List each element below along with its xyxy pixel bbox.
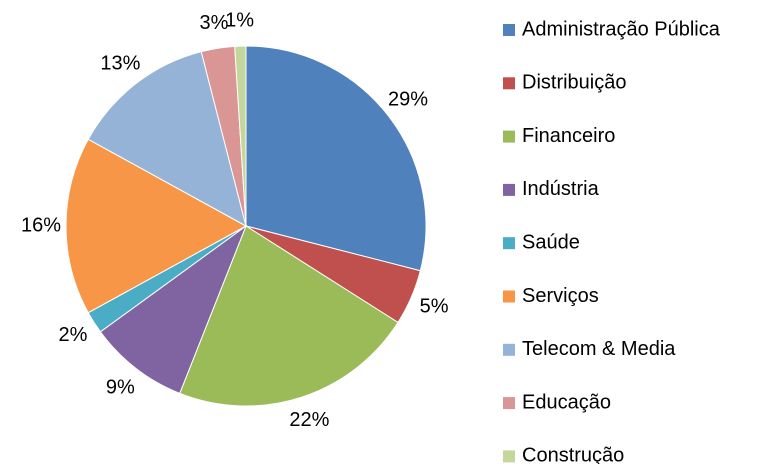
legend-swatch (503, 183, 515, 196)
pie-slice (65, 138, 248, 314)
data-label: 22% (289, 409, 329, 431)
legend-label: Indústria (522, 178, 600, 200)
data-label: 9% (106, 376, 135, 398)
pie-slice (99, 224, 248, 395)
legend-label: Educação (522, 391, 611, 413)
data-label: 2% (58, 324, 87, 346)
legend-swatch (503, 343, 515, 356)
pie-slice (179, 225, 399, 407)
pie-slice (245, 45, 427, 272)
data-label: 1% (225, 9, 254, 31)
legend-swatch (503, 237, 515, 250)
legend-label: Administração Pública (522, 18, 721, 40)
pie-slice (87, 51, 247, 227)
data-label: 29% (388, 89, 428, 111)
legend-label: Distribuição (522, 72, 626, 94)
data-label: 5% (420, 296, 449, 318)
legend-label: Telecom & Media (522, 338, 676, 360)
legend-swatch (503, 77, 515, 90)
legend-label: Construção (522, 445, 624, 464)
legend-label: Saúde (522, 231, 580, 253)
data-label: 13% (100, 52, 140, 74)
pie-slice (234, 45, 247, 227)
legend-label: Serviços (522, 285, 599, 307)
data-label: 16% (21, 214, 61, 236)
legend-swatch (503, 397, 515, 410)
legend-label: Financeiro (522, 125, 615, 147)
legend-swatch (503, 450, 515, 463)
legend-swatch (503, 130, 515, 143)
data-label: 3% (199, 12, 228, 34)
legend-swatch (503, 24, 515, 36)
legend-swatch (503, 290, 515, 303)
